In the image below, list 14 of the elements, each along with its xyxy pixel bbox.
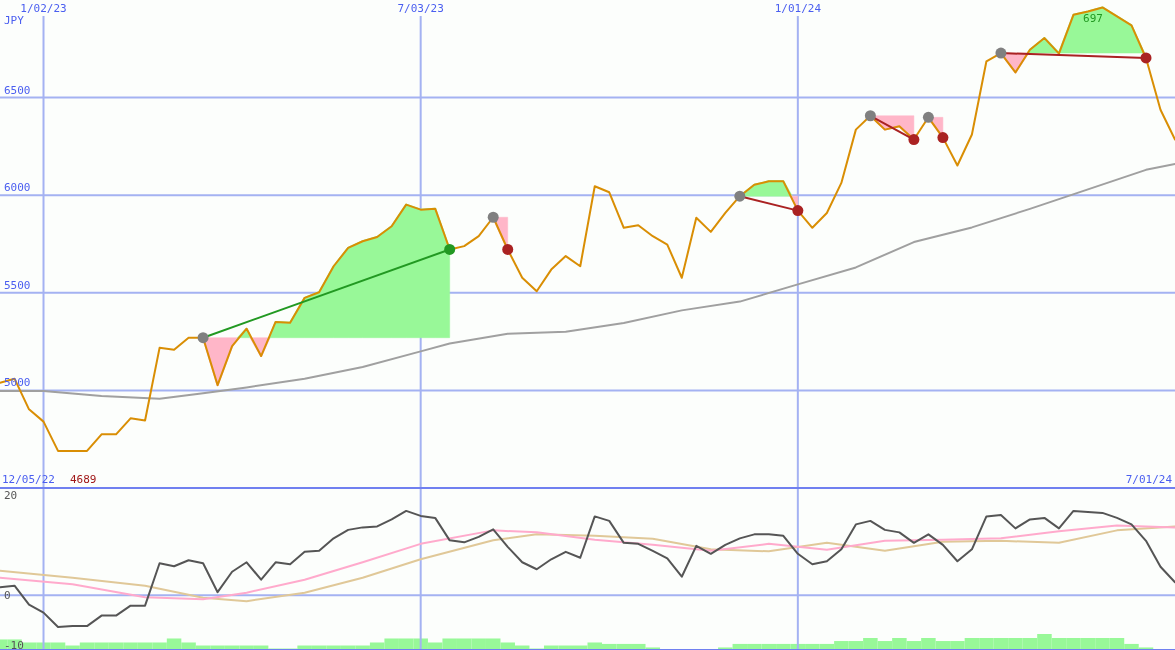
- x-tick-label: 7/03/23: [397, 2, 444, 15]
- x-tick-label: 1/02/23: [20, 2, 67, 15]
- y-tick-label: -10: [4, 639, 24, 650]
- annotation: 697: [1083, 12, 1103, 25]
- y-tick-label: 5500: [4, 278, 31, 292]
- y-tick-label: 6000: [4, 181, 31, 195]
- y-tick-label: 6500: [4, 83, 31, 97]
- x-tick-label: 1/01/24: [774, 2, 822, 15]
- y-tick-label: 20: [4, 489, 18, 503]
- annotation: 7/01/24: [1125, 473, 1173, 486]
- annotation: 4689: [70, 473, 97, 486]
- y-tick-label: 0: [4, 589, 11, 603]
- annotation: 12/05/22: [2, 473, 55, 486]
- y-axis-title: JPY: [4, 14, 25, 27]
